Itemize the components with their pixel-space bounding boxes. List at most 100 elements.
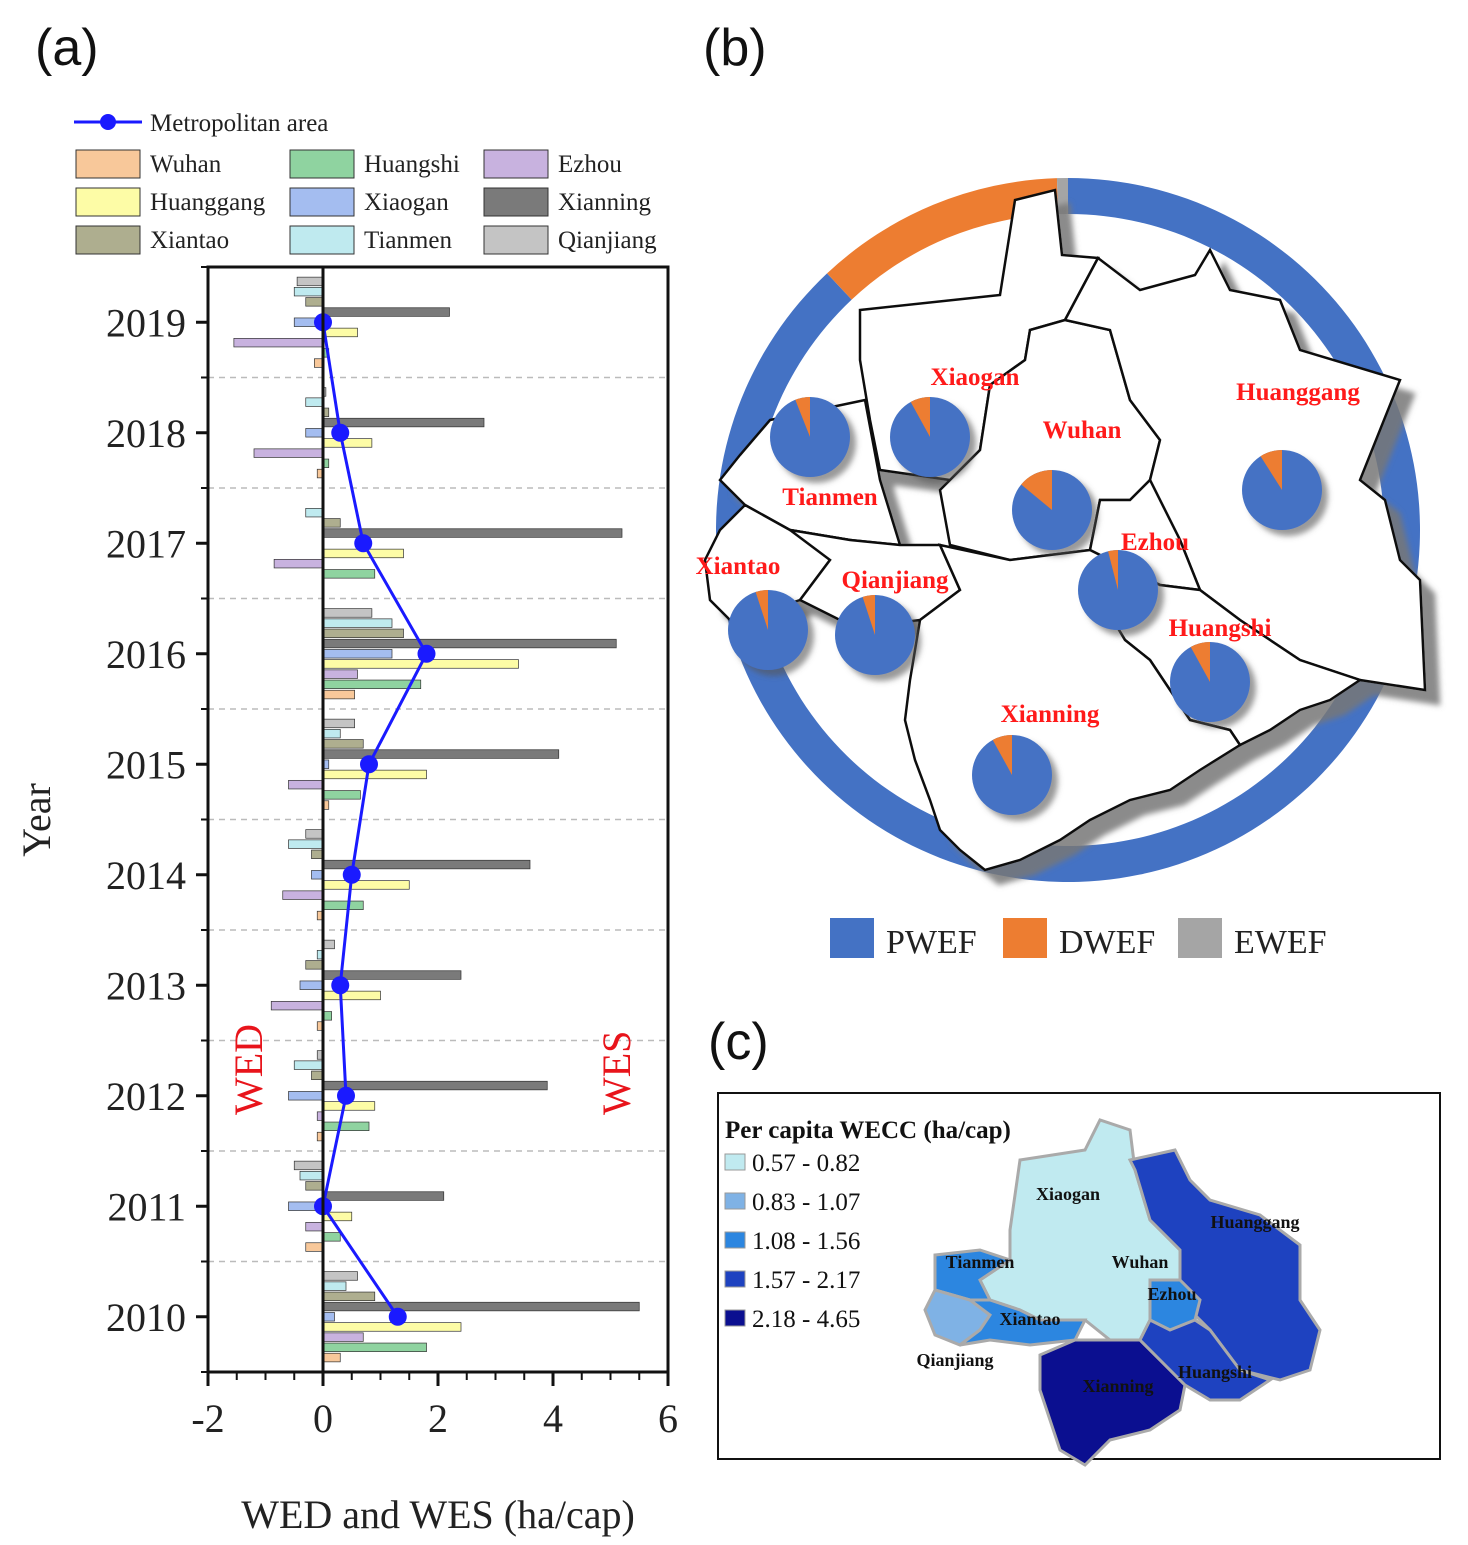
bar-xiantao [305, 297, 324, 307]
city-label-ezhou: Ezhou [1121, 529, 1189, 556]
class-label: 2.18 - 4.65 [752, 1306, 860, 1333]
legend-swatch [75, 187, 141, 217]
panel-b-pie-map: Xiaogan Wuhan Huanggang Tianmen Ezhou Xiantao… [696, 178, 1427, 961]
bar-xiantao [305, 960, 324, 970]
pie-xiantao [728, 590, 808, 670]
bar-qianjiang [322, 1271, 358, 1281]
legend-swatch [483, 187, 549, 217]
bar-xiaogan [288, 1091, 324, 1101]
map-label-ezhou: Ezhou [1147, 1284, 1196, 1304]
pie-slice-dwef [755, 590, 768, 630]
legend-swatch-ewef [1178, 918, 1222, 958]
area-huangshi [1138, 1317, 1274, 1402]
city-label-xiantao: Xiantao [696, 553, 781, 580]
pie-ezhou [1078, 550, 1158, 630]
bar-xiantao [305, 1181, 324, 1191]
legend-label-ewef: EWEF [1234, 924, 1327, 961]
area-xianning [1038, 1338, 1187, 1467]
bar-ezhou [322, 1332, 364, 1342]
bar-huangshi [322, 790, 361, 800]
bar-ezhou [288, 779, 324, 790]
y-axis-title: Year [14, 783, 59, 857]
legend-swatch [289, 225, 355, 255]
legend-label: Qianjiang [558, 227, 657, 254]
class-swatch [724, 1231, 746, 1249]
bar-huanggang [322, 990, 381, 1001]
city-label-wuhan: Wuhan [1043, 417, 1122, 444]
city-label-xiaogan: Xiaogan [931, 364, 1020, 391]
bar-qianjiang [305, 829, 324, 839]
x-tick-label: 6 [658, 1396, 678, 1441]
x-tick-label: 0 [313, 1396, 333, 1441]
pie-slice-dwef [1260, 450, 1282, 490]
bar-xiantao [322, 1291, 376, 1302]
legend-swatch-dwef [1003, 918, 1047, 958]
bar-tiantao [293, 1060, 324, 1070]
class-label: 0.83 - 1.07 [752, 1189, 860, 1216]
bar-ezhou [282, 890, 324, 900]
city-labels: Xiaogan Wuhan Huanggang Tianmen Ezhou Xiantao… [696, 364, 1361, 728]
bar-tiantao [305, 508, 324, 518]
legend-label-pwef: PWEF [886, 924, 977, 961]
y-tick-label: 2016 [106, 632, 186, 677]
metropolitan-line [314, 313, 436, 1326]
bar-xianning [322, 307, 450, 317]
class-label: 1.08 - 1.56 [752, 1228, 860, 1255]
bar-ezhou [270, 1000, 324, 1011]
year-separators [208, 376, 668, 1263]
class-swatch [724, 1192, 746, 1210]
bar-ezhou [273, 558, 324, 569]
pie-slice-dwef [1190, 642, 1210, 682]
class-swatch [724, 1270, 746, 1288]
bar-ezhou [305, 1221, 324, 1232]
legend-label: Wuhan [150, 151, 222, 178]
pie-slice-dwef [992, 735, 1012, 775]
bar-tiantao [288, 839, 324, 849]
legend-label: Ezhou [558, 151, 622, 178]
bar-wuhan [322, 689, 355, 700]
bar-qianjiang [296, 276, 324, 287]
x-tick-label: 4 [543, 1396, 563, 1441]
axis-ticks: -2 0 2 4 6 2010 2011 2012 2013 2014 2015 2016 2017 20… [106, 266, 678, 1441]
pie-xiaogan [890, 397, 970, 477]
bar-tiantao [293, 287, 324, 297]
map-label-wuhan: Wuhan [1112, 1252, 1169, 1272]
bar-tiantao [322, 618, 393, 628]
legend-line-label: Metropolitan area [150, 110, 328, 137]
ring-segment-dwef [827, 178, 1059, 300]
panel-label-a: (a) [35, 19, 99, 77]
pie-huangshi [1170, 642, 1250, 722]
city-pies [728, 397, 1322, 815]
area-huanggang [1127, 1148, 1322, 1382]
city-label-xianning: Xianning [1001, 701, 1100, 728]
x-tick-label: 2 [428, 1396, 448, 1441]
x-tick-label: -2 [191, 1396, 224, 1441]
ring-segment-ewef [1056, 178, 1068, 215]
chart-legend: Metropolitan area Wuhan Huangshi Ezhou Huang… [74, 110, 657, 255]
metropolitan-line-path [321, 322, 429, 1318]
x-axis-title: WED and WES (ha/cap) [241, 1492, 635, 1537]
bar-xiaogan [311, 870, 324, 880]
legend-label: Xiantao [150, 227, 229, 254]
bar-huanggang [322, 769, 427, 780]
legend-line-marker [100, 114, 116, 130]
metropolitan-point [417, 644, 436, 663]
pie-slice-dwef [1108, 550, 1118, 590]
bar-qianjiang [293, 1160, 324, 1171]
map-label-xiaogan: Xiaogan [1036, 1184, 1100, 1204]
class-label: 0.57 - 0.82 [752, 1150, 860, 1177]
bar-xianning [322, 1080, 548, 1091]
bar-wuhan [322, 1352, 341, 1363]
legend-swatch [75, 149, 141, 179]
class-swatch [724, 1309, 746, 1327]
y-tick-label: 2019 [106, 300, 186, 345]
bar-huangshi [322, 900, 364, 910]
pie-slice-dwef [795, 397, 810, 437]
legend-swatch [483, 149, 549, 179]
bar-qianjiang [322, 718, 355, 729]
map-label-xianning: Xianning [1082, 1376, 1153, 1396]
bar-huangshi [322, 1232, 341, 1242]
legend-swatch [289, 187, 355, 217]
metropolitan-point [331, 976, 350, 995]
